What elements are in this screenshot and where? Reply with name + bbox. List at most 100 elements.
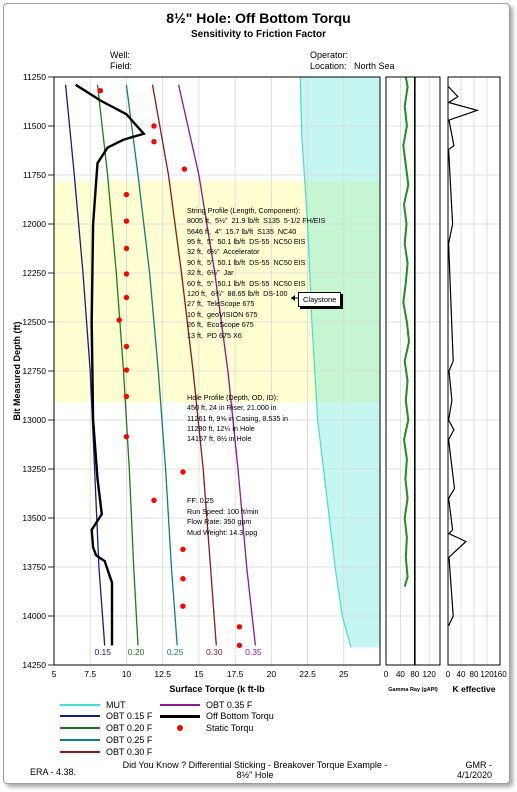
series-line-obt-0-20-f bbox=[96, 84, 139, 646]
static-torque-point bbox=[97, 88, 104, 94]
x-tick-label: 17.5 bbox=[227, 669, 244, 679]
static-torque-point bbox=[151, 138, 157, 145]
y-tick-label: 12000 bbox=[22, 219, 46, 229]
footer-left: ERA - 4.38. bbox=[30, 767, 77, 777]
params-block: FF: 0.25 Run Speed: 100 ft/min Flow Rate: … bbox=[187, 496, 325, 538]
legend-line-swatch bbox=[60, 751, 100, 753]
x-tick-label: 15 bbox=[194, 669, 204, 679]
param-line: Run Speed: 100 ft/min bbox=[187, 506, 259, 516]
static-torque-point bbox=[236, 624, 243, 630]
y-tick-label: 12750 bbox=[22, 366, 46, 376]
series-line-obt-0-30-f bbox=[151, 84, 217, 646]
legend-line-swatch bbox=[60, 704, 100, 706]
main-plot-frame bbox=[53, 76, 381, 666]
legend-dot-swatch bbox=[160, 723, 200, 733]
gamma-ray-curve bbox=[402, 76, 411, 587]
gamma-track-frame bbox=[385, 76, 441, 666]
static-torque-point bbox=[151, 497, 157, 504]
static-torque-point bbox=[123, 191, 130, 198]
static-torque-point bbox=[181, 166, 188, 172]
x-tick-label: 20 bbox=[267, 669, 277, 679]
legend-line-swatch bbox=[160, 704, 200, 706]
static-torque-point bbox=[151, 123, 157, 129]
legend-line-swatch bbox=[160, 714, 200, 718]
static-torque-point bbox=[123, 271, 130, 277]
static-torque-point bbox=[123, 367, 130, 373]
legend-label: MUT bbox=[106, 700, 126, 710]
series-line-mut bbox=[299, 76, 352, 648]
static-torque-point bbox=[123, 343, 130, 350]
string-profile-line: 27 ft, TeleScope 675 bbox=[187, 299, 255, 309]
hole-profile-line: Hole Profile (Depth, OD, ID): bbox=[187, 392, 279, 402]
hole-profile-line: 11261 ft, 9⅝ in Casing, 8.535 in bbox=[187, 413, 288, 423]
y-tick-label: 13250 bbox=[22, 464, 46, 474]
y-tick-label: 11750 bbox=[23, 170, 46, 180]
x-tick-label: 7.5 bbox=[84, 669, 96, 679]
footer-right-line2: 4/1/2020 bbox=[456, 770, 492, 780]
gamma-tick-label: 0 bbox=[384, 670, 389, 679]
string-profile-line: 32 ft, 6½" Jar bbox=[187, 268, 234, 278]
string-profile-line: 13 ft, PD 675 X6 bbox=[187, 330, 242, 340]
hole-profile-block: Hole Profile (Depth, OD, ID): 450 ft, 24 … bbox=[187, 393, 325, 445]
static-torque-point bbox=[123, 294, 130, 301]
legend-item: OBT 0.20 F bbox=[60, 723, 152, 733]
y-axis-label: Bit Measured Depth (ft) bbox=[12, 321, 22, 420]
operator-label: Operator: bbox=[310, 50, 349, 60]
static-torque-point bbox=[123, 245, 130, 252]
series-line-off-bottom-torqu bbox=[75, 83, 146, 646]
string-profile-block: String Profile (Length, Component): 8005 … bbox=[187, 206, 325, 341]
legend-line-swatch bbox=[60, 715, 100, 717]
series-end-label: 0.35 bbox=[245, 647, 262, 657]
series-end-label: 0.25 bbox=[167, 647, 184, 657]
string-profile-line: 5646 ft, 4" 15.7 lb/ft S135 NC40 bbox=[187, 226, 297, 236]
gamma-axis-label: Gamma Ray (gAPI) bbox=[388, 687, 438, 693]
hole-profile-line: 450 ft, 24 in Riser, 21.000 in bbox=[187, 403, 277, 413]
series-line-obt-0-35-f bbox=[177, 84, 257, 646]
gamma-tick-label: 120 bbox=[423, 670, 437, 679]
static-torque-point bbox=[123, 218, 130, 224]
k-tick-label: 80 bbox=[470, 670, 479, 679]
legend-label: Off Bottom Torqu bbox=[206, 711, 274, 721]
hole-profile-line: 14157 ft, 8½ in Hole bbox=[187, 434, 252, 444]
k-track-frame bbox=[447, 76, 501, 666]
string-profile-line: 26 ft, EcoScope 675 bbox=[187, 320, 254, 330]
well-label: Well: bbox=[110, 50, 130, 60]
param-line: Flow Rate: 350 gpm bbox=[187, 517, 252, 527]
gamma-tick-label: 40 bbox=[396, 670, 405, 679]
y-tick-label: 14250 bbox=[22, 660, 46, 670]
legend-label: Static Torqu bbox=[206, 723, 254, 733]
param-line: FF: 0.25 bbox=[187, 496, 214, 506]
x-tick-label: 12.5 bbox=[154, 669, 171, 679]
static-torque-point bbox=[180, 469, 186, 475]
footer-center-line1: Did You Know ? Differential Sticking - B… bbox=[122, 760, 388, 770]
static-torque-point bbox=[180, 546, 186, 553]
k-tick-label: 120 bbox=[480, 670, 494, 679]
series-end-label: 0.20 bbox=[128, 647, 145, 657]
y-tick-label: 11250 bbox=[23, 72, 46, 82]
legend-item: OBT 0.25 F bbox=[60, 735, 152, 745]
legend-item: Off Bottom Torqu bbox=[160, 711, 274, 721]
static-torque-point bbox=[116, 317, 122, 323]
string-profile-line: 90 ft, 5" 50.1 lb/ft DS-55 NC50 EIS bbox=[187, 257, 306, 267]
legend-item: OBT 0.15 F bbox=[60, 711, 152, 721]
string-profile-line: 10 ft, geoVISION 675 bbox=[187, 309, 258, 319]
static-torque-point bbox=[123, 393, 130, 400]
chart-title: 8½" Hole: Off Bottom Torqu bbox=[166, 10, 351, 26]
legend-line-swatch bbox=[60, 727, 100, 729]
legend-label: OBT 0.30 F bbox=[106, 747, 153, 757]
series-end-label: 0.15 bbox=[94, 647, 111, 657]
series-line-obt-0-15-f bbox=[64, 84, 106, 646]
static-torque-point bbox=[180, 576, 186, 582]
location-value: North Sea bbox=[354, 61, 395, 71]
gamma-tick-label: 80 bbox=[410, 670, 419, 679]
legend-item: OBT 0.30 F bbox=[60, 747, 152, 757]
string-profile-line: 60 ft, 5" 50.1 lb/ft DS-55 NC50 EIS bbox=[187, 278, 306, 288]
y-tick-label: 12250 bbox=[22, 268, 46, 278]
static-torque-point bbox=[123, 433, 130, 440]
k-tick-label: 0 bbox=[446, 670, 451, 679]
series-end-label: 0.30 bbox=[206, 647, 223, 657]
legend-line-swatch bbox=[60, 739, 100, 741]
string-profile-line: 32 ft, 6½" Accelerator bbox=[187, 247, 260, 257]
static-torque-point bbox=[236, 642, 243, 649]
param-line: Mud Weight: 14.3 ppg bbox=[187, 527, 258, 537]
